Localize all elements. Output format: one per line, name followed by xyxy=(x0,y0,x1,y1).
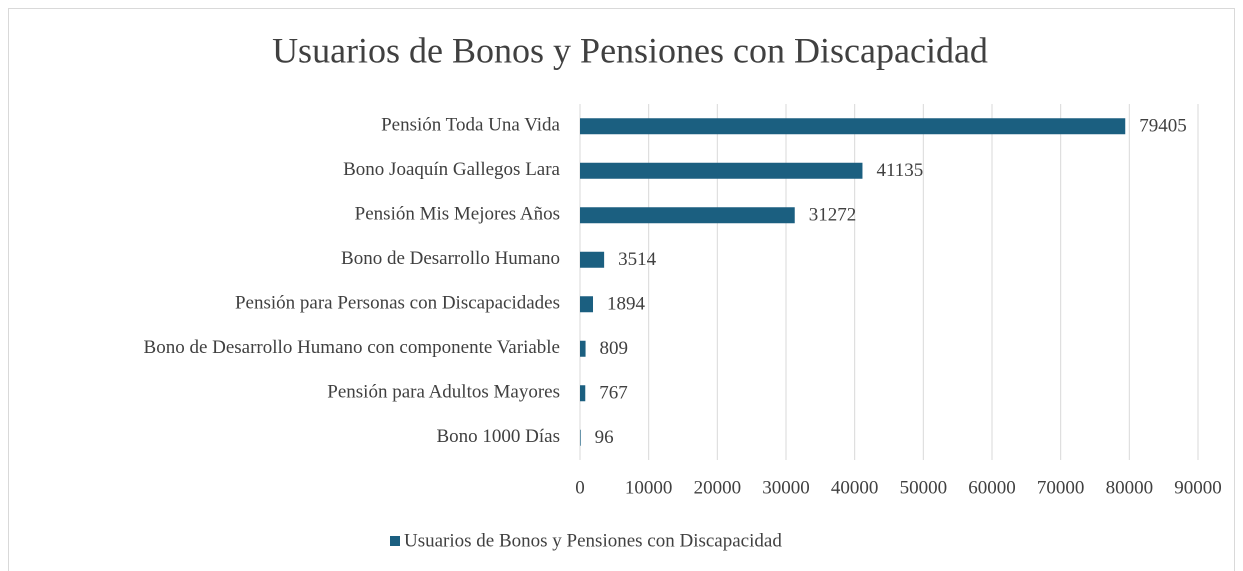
x-tick-label: 10000 xyxy=(625,477,673,498)
x-tick-label: 90000 xyxy=(1174,477,1222,498)
data-label: 1894 xyxy=(607,294,646,315)
chart-title: Usuarios de Bonos y Pensiones con Discap… xyxy=(272,30,988,70)
data-label: 767 xyxy=(599,383,628,404)
y-tick-label: Pensión para Adultos Mayores xyxy=(327,382,560,403)
bar xyxy=(580,429,581,446)
data-label: 79405 xyxy=(1139,116,1187,137)
x-tick-label: 50000 xyxy=(900,477,948,498)
data-label: 96 xyxy=(595,427,614,448)
y-tick-label: Pensión Mis Mejores Años xyxy=(355,204,560,225)
bar xyxy=(580,385,586,402)
data-label: 41135 xyxy=(876,160,923,181)
y-tick-label: Bono de Desarrollo Humano con componente… xyxy=(144,337,560,358)
y-tick-label: Bono Joaquín Gallegos Lara xyxy=(343,159,560,180)
chart-frame xyxy=(8,8,1235,571)
bar xyxy=(580,118,1126,135)
bar xyxy=(580,340,586,357)
bar xyxy=(580,207,795,224)
bar xyxy=(580,162,863,179)
y-tick-label: Pensión Toda Una Vida xyxy=(381,115,560,136)
y-tick-label: Bono de Desarrollo Humano xyxy=(341,248,560,269)
y-tick-label: Bono 1000 Días xyxy=(437,426,561,447)
legend-label: Usuarios de Bonos y Pensiones con Discap… xyxy=(404,530,782,551)
x-tick-label: 70000 xyxy=(1037,477,1085,498)
x-tick-label: 40000 xyxy=(831,477,879,498)
legend-swatch xyxy=(390,536,400,546)
data-label: 3514 xyxy=(618,249,657,270)
bar xyxy=(580,251,605,268)
x-tick-label: 20000 xyxy=(694,477,742,498)
bar xyxy=(580,296,594,313)
x-tick-label: 30000 xyxy=(762,477,810,498)
data-label: 809 xyxy=(600,338,629,359)
y-tick-label: Pensión para Personas con Discapacidades xyxy=(235,293,560,314)
data-label: 31272 xyxy=(809,205,857,226)
x-tick-label: 80000 xyxy=(1106,477,1154,498)
x-tick-label: 0 xyxy=(575,477,585,498)
x-tick-label: 60000 xyxy=(968,477,1016,498)
